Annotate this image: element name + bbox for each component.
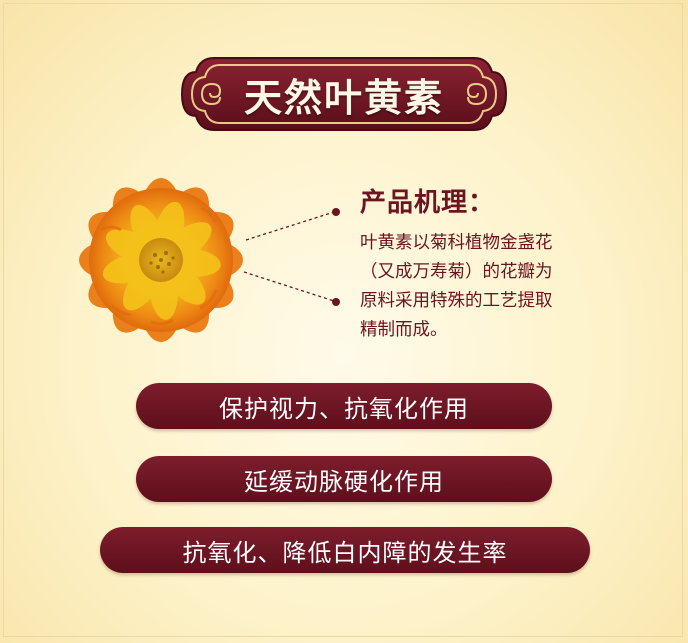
mechanism-heading: 产品机理： <box>360 188 496 218</box>
benefit-pill-cataract: 抗氧化、降低白内障的发生率 <box>100 527 590 573</box>
banner-ornament <box>180 57 508 131</box>
marigold-flower-image <box>70 170 252 350</box>
benefit-pill-arteriosclerosis: 延缓动脉硬化作用 <box>136 456 552 502</box>
banner-title: 天然叶黄素 <box>243 75 444 120</box>
mechanism-line: 精制而成。 <box>360 320 448 340</box>
mechanism-line: 原料采用特殊的工艺提取 <box>360 291 553 311</box>
benefit-pill-vision: 保护视力、抗氧化作用 <box>136 383 552 429</box>
title-banner: 天然叶黄素 <box>176 50 512 138</box>
page-frame <box>3 3 683 637</box>
mechanism-line: （又成万寿菊）的花瓣为 <box>360 262 553 282</box>
mechanism-text: 叶黄素以菊科植物金盏花 （又成万寿菊）的花瓣为 原料采用特殊的工艺提取 精制而成… <box>360 229 620 345</box>
mechanism-line: 叶黄素以菊科植物金盏花 <box>360 233 553 253</box>
